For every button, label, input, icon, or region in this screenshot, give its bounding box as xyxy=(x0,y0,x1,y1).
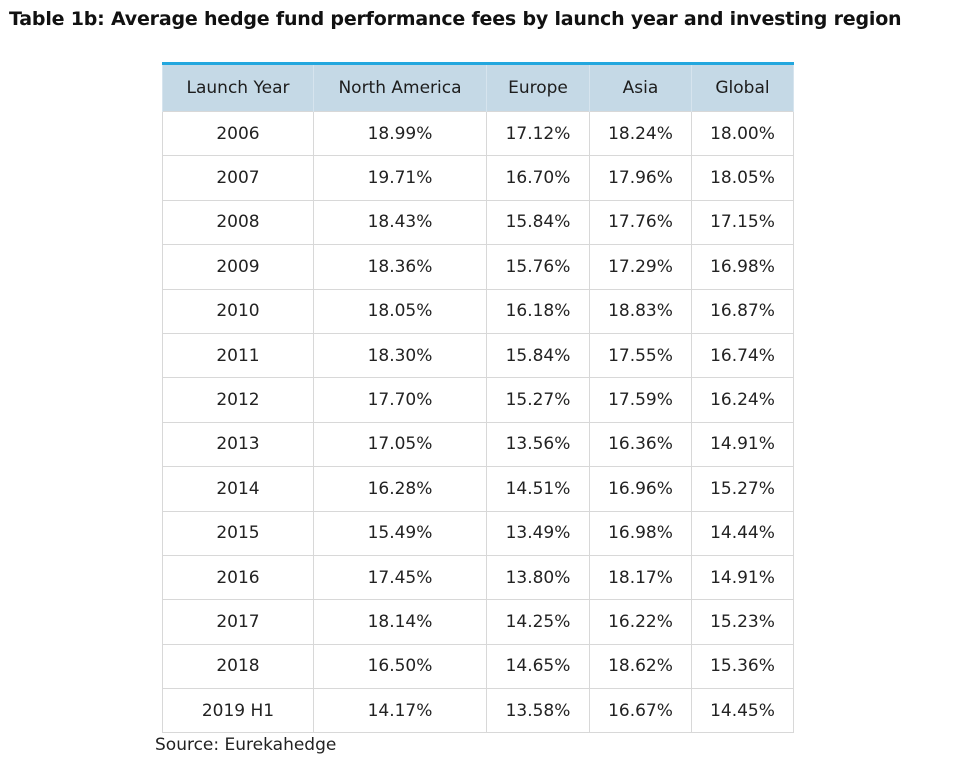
cell-north-america: 17.45% xyxy=(313,554,487,601)
cell-launch-year: 2010 xyxy=(162,288,314,334)
cell-launch-year: 2012 xyxy=(162,377,314,423)
cell-europe: 17.12% xyxy=(486,110,590,157)
cell-asia: 17.76% xyxy=(589,199,692,246)
cell-europe: 13.80% xyxy=(486,554,590,601)
cell-launch-year: 2016 xyxy=(162,554,314,601)
cell-global: 16.24% xyxy=(691,377,794,423)
cell-asia: 17.29% xyxy=(589,244,692,290)
table-row: 2012 17.70% 15.27% 17.59% 16.24% xyxy=(162,377,794,423)
cell-launch-year: 2014 xyxy=(162,466,314,512)
cell-north-america: 18.30% xyxy=(313,332,487,379)
table-header: Launch Year North America Europe Asia Global xyxy=(162,63,794,112)
cell-global: 15.23% xyxy=(691,599,794,645)
cell-europe: 15.84% xyxy=(486,332,590,379)
cell-asia: 16.67% xyxy=(589,688,692,734)
table-row: 2006 18.99% 17.12% 18.24% 18.00% xyxy=(162,110,794,157)
cell-launch-year: 2011 xyxy=(162,332,314,379)
table-row: 2015 15.49% 13.49% 16.98% 14.44% xyxy=(162,510,794,556)
table-title: Table 1b: Average hedge fund performance… xyxy=(9,8,902,30)
table-row: 2013 17.05% 13.56% 16.36% 14.91% xyxy=(162,421,794,468)
cell-north-america: 17.70% xyxy=(313,377,487,423)
table-row: 2014 16.28% 14.51% 16.96% 15.27% xyxy=(162,466,794,512)
cell-europe: 14.51% xyxy=(486,466,590,512)
cell-global: 14.44% xyxy=(691,510,794,556)
table-row: 2017 18.14% 14.25% 16.22% 15.23% xyxy=(162,599,794,645)
cell-launch-year: 2015 xyxy=(162,510,314,556)
table-row: 2009 18.36% 15.76% 17.29% 16.98% xyxy=(162,244,794,290)
cell-asia: 18.62% xyxy=(589,643,692,690)
cell-europe: 13.58% xyxy=(486,688,590,734)
cell-global: 17.15% xyxy=(691,199,794,246)
cell-europe: 14.25% xyxy=(486,599,590,645)
cell-north-america: 16.50% xyxy=(313,643,487,690)
cell-asia: 18.17% xyxy=(589,554,692,601)
cell-asia: 17.59% xyxy=(589,377,692,423)
cell-north-america: 15.49% xyxy=(313,510,487,556)
cell-asia: 18.24% xyxy=(589,110,692,157)
cell-launch-year: 2013 xyxy=(162,421,314,468)
cell-launch-year: 2018 xyxy=(162,643,314,690)
table-row: 2008 18.43% 15.84% 17.76% 17.15% xyxy=(162,199,794,246)
cell-global: 18.05% xyxy=(691,155,794,201)
cell-launch-year: 2008 xyxy=(162,199,314,246)
cell-global: 16.98% xyxy=(691,244,794,290)
cell-asia: 18.83% xyxy=(589,288,692,334)
table-row: 2019 H1 14.17% 13.58% 16.67% 14.45% xyxy=(162,688,794,734)
cell-north-america: 18.05% xyxy=(313,288,487,334)
cell-asia: 16.36% xyxy=(589,421,692,468)
cell-global: 14.45% xyxy=(691,688,794,734)
table-row: 2010 18.05% 16.18% 18.83% 16.87% xyxy=(162,288,794,334)
cell-north-america: 18.14% xyxy=(313,599,487,645)
table-row: 2018 16.50% 14.65% 18.62% 15.36% xyxy=(162,643,794,690)
cell-europe: 15.84% xyxy=(486,199,590,246)
cell-global: 15.27% xyxy=(691,466,794,512)
cell-launch-year: 2017 xyxy=(162,599,314,645)
table-row: 2007 19.71% 16.70% 17.96% 18.05% xyxy=(162,155,794,201)
column-header-north-america: North America xyxy=(313,63,487,112)
cell-europe: 16.18% xyxy=(486,288,590,334)
cell-global: 18.00% xyxy=(691,110,794,157)
cell-asia: 16.96% xyxy=(589,466,692,512)
cell-launch-year: 2019 H1 xyxy=(162,688,314,734)
cell-europe: 13.49% xyxy=(486,510,590,556)
cell-launch-year: 2009 xyxy=(162,244,314,290)
cell-north-america: 18.43% xyxy=(313,199,487,246)
cell-north-america: 18.36% xyxy=(313,244,487,290)
cell-asia: 16.22% xyxy=(589,599,692,645)
cell-north-america: 19.71% xyxy=(313,155,487,201)
cell-global: 14.91% xyxy=(691,421,794,468)
cell-asia: 17.96% xyxy=(589,155,692,201)
cell-north-america: 17.05% xyxy=(313,421,487,468)
cell-north-america: 18.99% xyxy=(313,110,487,157)
table-row: 2011 18.30% 15.84% 17.55% 16.74% xyxy=(162,332,794,379)
cell-launch-year: 2007 xyxy=(162,155,314,201)
source-note: Source: Eurekahedge xyxy=(155,735,337,755)
cell-asia: 16.98% xyxy=(589,510,692,556)
table-body: 2006 18.99% 17.12% 18.24% 18.00% 2007 19.71% 16… xyxy=(162,110,794,734)
cell-global: 16.87% xyxy=(691,288,794,334)
cell-europe: 13.56% xyxy=(486,421,590,468)
column-header-global: Global xyxy=(691,63,794,112)
cell-north-america: 16.28% xyxy=(313,466,487,512)
cell-global: 15.36% xyxy=(691,643,794,690)
cell-europe: 16.70% xyxy=(486,155,590,201)
cell-europe: 14.65% xyxy=(486,643,590,690)
header-row: Launch Year North America Europe Asia Global xyxy=(162,63,794,112)
cell-global: 16.74% xyxy=(691,332,794,379)
cell-asia: 17.55% xyxy=(589,332,692,379)
cell-europe: 15.27% xyxy=(486,377,590,423)
column-header-launch-year: Launch Year xyxy=(162,63,314,112)
cell-global: 14.91% xyxy=(691,554,794,601)
cell-europe: 15.76% xyxy=(486,244,590,290)
cell-launch-year: 2006 xyxy=(162,110,314,157)
performance-fees-table: Launch Year North America Europe Asia Global… xyxy=(162,62,794,734)
cell-north-america: 14.17% xyxy=(313,688,487,734)
column-header-asia: Asia xyxy=(589,63,692,112)
column-header-europe: Europe xyxy=(486,63,590,112)
table-row: 2016 17.45% 13.80% 18.17% 14.91% xyxy=(162,554,794,601)
